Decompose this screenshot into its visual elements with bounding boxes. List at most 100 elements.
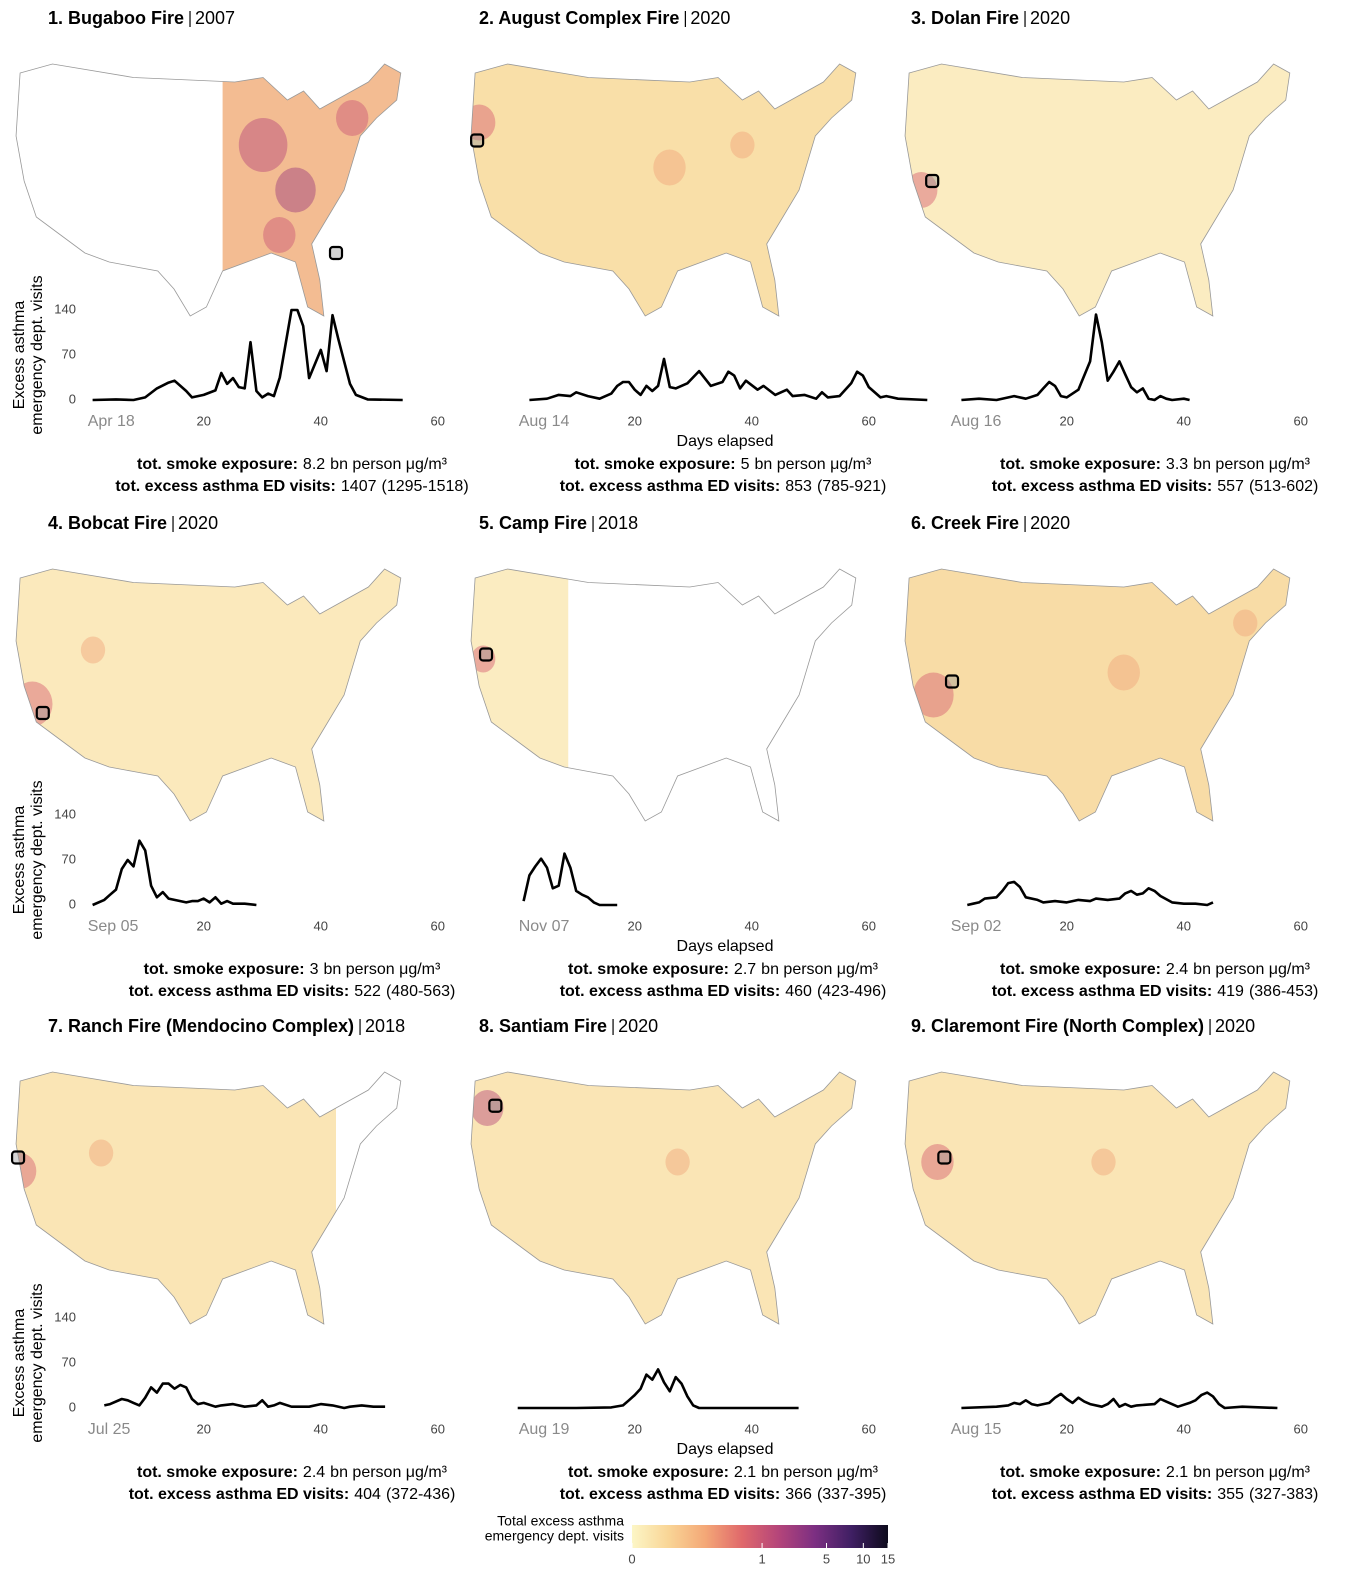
smoke-layer <box>905 569 1290 821</box>
x-tick-label: 60 <box>1294 1421 1308 1436</box>
stat-label: tot. smoke exposure: <box>1000 456 1161 473</box>
smoke-hotspot <box>238 118 288 172</box>
fire-location <box>488 1098 503 1113</box>
daily-visits-line <box>517 1368 799 1410</box>
colorbar-tick-label: 15 <box>881 1551 895 1566</box>
smoke-layer <box>905 1072 1290 1324</box>
y-tick-label: 70 <box>62 346 76 361</box>
smoke-layer <box>905 64 1290 316</box>
start-date-label: Aug 14 <box>519 413 570 430</box>
panel-title: 1. Bugaboo Fire <box>48 8 184 28</box>
smoke-hotspot <box>1107 654 1140 691</box>
x-tick-label: 40 <box>1177 918 1191 933</box>
asthma-visits-total: tot. excess asthma ED visits: 853 (785-921… <box>560 478 887 495</box>
asthma-visits-total: tot. excess asthma ED visits: 1407 (1295-1… <box>115 478 468 495</box>
fire-location <box>328 245 344 261</box>
y-tick-label: 0 <box>69 1399 76 1414</box>
stat-value: 853 <box>785 478 812 495</box>
smoke-coverage <box>471 64 856 316</box>
stat-value: 2.7 <box>734 961 756 978</box>
start-date-label: Jul 25 <box>88 1421 131 1438</box>
x-tick-label: 60 <box>1294 918 1308 933</box>
stat-unit: bn person μg/m³ <box>330 456 448 473</box>
daily-visits-line <box>104 1382 386 1410</box>
asthma-visits-total: tot. excess asthma ED visits: 404 (372-436… <box>129 1486 456 1503</box>
panel-title: 7. Ranch Fire (Mendocino Complex) <box>48 1016 354 1036</box>
stat-unit: bn person μg/m³ <box>324 961 442 978</box>
smoke-layer <box>471 1072 856 1324</box>
us-outline <box>905 1072 1290 1324</box>
daily-visits-line <box>967 880 1214 907</box>
stat-label: tot. smoke exposure: <box>575 456 736 473</box>
smoke-coverage <box>905 64 1290 316</box>
stat-label: tot. smoke exposure: <box>137 456 298 473</box>
stat-value: 557 <box>1217 478 1244 495</box>
colorbar-tick-label: 10 <box>856 1551 870 1566</box>
daily-visits-line <box>92 839 257 907</box>
smoke-hotspot <box>653 149 686 186</box>
asthma-visits-total: tot. excess asthma ED visits: 460 (423-496… <box>560 983 887 1000</box>
y-tick-label: 0 <box>69 391 76 406</box>
start-date-label: Aug 19 <box>519 1421 570 1438</box>
stat-label: tot. excess asthma ED visits: <box>560 478 781 495</box>
stat-label: tot. excess asthma ED visits: <box>129 983 350 1000</box>
fire-location <box>35 705 50 721</box>
stat-label: tot. excess asthma ED visits: <box>992 478 1213 495</box>
panel-title: 6. Creek Fire <box>911 513 1019 533</box>
smoke-hotspot <box>275 167 316 213</box>
panel-year: 2018 <box>365 1016 405 1036</box>
panel-year: 2020 <box>1215 1016 1255 1036</box>
x-tick-label: 40 <box>314 918 328 933</box>
stat-value: 3.3 <box>1166 456 1188 473</box>
x-tick-label: 60 <box>1294 413 1308 428</box>
daily-visits-line <box>529 357 928 402</box>
stat-value: 1407 <box>341 478 377 495</box>
smoke-exposure-total: tot. smoke exposure: 2.4 bn person μg/m³ <box>1000 961 1311 978</box>
x-tick-label: 20 <box>627 918 641 933</box>
start-date-label: Sep 05 <box>88 918 139 935</box>
fire-location <box>937 1150 952 1165</box>
colorbar-tick-label: 5 <box>823 1551 830 1566</box>
stat-label: tot. excess asthma ED visits: <box>129 1486 350 1503</box>
panel-title: 2. August Complex Fire <box>479 8 679 28</box>
smoke-exposure-total: tot. smoke exposure: 2.1 bn person μg/m³ <box>1000 1464 1311 1481</box>
x-tick-label: 60 <box>431 918 445 933</box>
stat-value: 355 <box>1217 1486 1244 1503</box>
colorbar-title: emergency dept. visits <box>485 1528 624 1544</box>
stat-unit: bn person μg/m³ <box>761 961 879 978</box>
stat-interval: (337-395) <box>817 1486 886 1503</box>
stat-label: tot. excess asthma ED visits: <box>560 1486 781 1503</box>
stat-unit: bn person μg/m³ <box>761 1464 879 1481</box>
start-date-label: Sep 02 <box>951 918 1002 935</box>
stat-value: 2.4 <box>303 1464 325 1481</box>
start-date-label: Aug 15 <box>951 1421 1002 1438</box>
smoke-hotspot <box>1091 1148 1116 1176</box>
fire-location <box>925 173 940 189</box>
stat-value: 2.1 <box>734 1464 756 1481</box>
smoke-map <box>463 55 872 325</box>
smoke-hotspot <box>336 100 369 136</box>
x-tick-label: 40 <box>1177 413 1191 428</box>
start-date-label: Aug 16 <box>951 413 1002 430</box>
stat-label: tot. smoke exposure: <box>1000 1464 1161 1481</box>
stat-value: 2.4 <box>1166 961 1188 978</box>
smoke-coverage <box>471 1072 856 1324</box>
stat-label: tot. smoke exposure: <box>568 961 729 978</box>
x-tick-label: 40 <box>745 413 759 428</box>
stat-value: 366 <box>785 1486 812 1503</box>
smoke-coverage <box>16 569 401 821</box>
stat-interval: (423-496) <box>817 983 886 1000</box>
stat-value: 8.2 <box>303 456 325 473</box>
smoke-exposure-total: tot. smoke exposure: 2.7 bn person μg/m³ <box>568 961 879 978</box>
x-tick-label: 20 <box>1059 918 1073 933</box>
stat-label: tot. excess asthma ED visits: <box>560 983 781 1000</box>
asthma-visits-total: tot. excess asthma ED visits: 419 (386-453… <box>992 983 1319 1000</box>
y-axis-label: Excess asthma <box>11 806 28 915</box>
stat-label: tot. smoke exposure: <box>137 1464 298 1481</box>
stat-unit: bn person μg/m³ <box>1193 961 1311 978</box>
smoke-map <box>12 560 417 830</box>
stat-value: 2.1 <box>1166 1464 1188 1481</box>
us-outline <box>16 1072 401 1324</box>
stat-interval: (1295-1518) <box>381 478 468 495</box>
